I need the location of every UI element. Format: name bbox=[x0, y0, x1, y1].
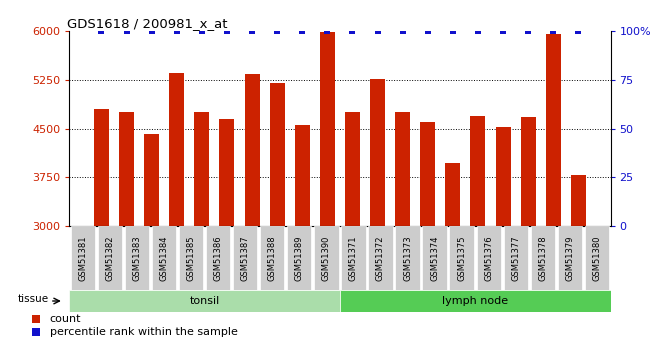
FancyBboxPatch shape bbox=[98, 226, 122, 290]
Bar bbox=[219, 119, 234, 226]
Text: GSM51372: GSM51372 bbox=[376, 235, 385, 280]
Bar bbox=[471, 116, 486, 226]
Text: GSM51383: GSM51383 bbox=[133, 235, 141, 281]
FancyBboxPatch shape bbox=[422, 226, 447, 290]
Bar bbox=[169, 73, 184, 226]
Text: GSM51390: GSM51390 bbox=[322, 235, 331, 280]
Bar bbox=[521, 117, 536, 226]
Text: GSM51377: GSM51377 bbox=[512, 235, 520, 281]
Text: GSM51379: GSM51379 bbox=[566, 235, 574, 280]
Bar bbox=[420, 122, 436, 226]
Text: tissue: tissue bbox=[17, 294, 48, 304]
Text: GSM51384: GSM51384 bbox=[160, 235, 168, 280]
FancyBboxPatch shape bbox=[71, 226, 95, 290]
Bar bbox=[144, 134, 159, 226]
FancyBboxPatch shape bbox=[179, 226, 203, 290]
Bar bbox=[370, 79, 385, 226]
Text: lymph node: lymph node bbox=[442, 296, 508, 306]
FancyBboxPatch shape bbox=[233, 226, 257, 290]
Text: percentile rank within the sample: percentile rank within the sample bbox=[50, 327, 238, 337]
FancyBboxPatch shape bbox=[152, 226, 176, 290]
Text: tonsil: tonsil bbox=[189, 296, 220, 306]
FancyBboxPatch shape bbox=[558, 226, 582, 290]
FancyBboxPatch shape bbox=[125, 226, 149, 290]
Text: GSM51380: GSM51380 bbox=[593, 235, 601, 280]
Text: GSM51374: GSM51374 bbox=[430, 235, 439, 280]
Text: GSM51381: GSM51381 bbox=[79, 235, 87, 280]
FancyBboxPatch shape bbox=[368, 226, 393, 290]
Bar bbox=[395, 112, 410, 226]
Text: GSM51388: GSM51388 bbox=[268, 235, 277, 281]
FancyBboxPatch shape bbox=[69, 290, 340, 312]
Bar bbox=[345, 112, 360, 226]
Bar bbox=[571, 175, 586, 226]
FancyBboxPatch shape bbox=[531, 226, 555, 290]
Bar bbox=[244, 74, 259, 226]
Text: GSM51387: GSM51387 bbox=[241, 235, 249, 281]
Text: GSM51378: GSM51378 bbox=[539, 235, 547, 281]
FancyBboxPatch shape bbox=[477, 226, 501, 290]
Bar bbox=[320, 32, 335, 226]
FancyBboxPatch shape bbox=[585, 226, 609, 290]
Bar bbox=[94, 109, 109, 226]
Text: GSM51376: GSM51376 bbox=[484, 235, 493, 281]
FancyBboxPatch shape bbox=[449, 226, 474, 290]
FancyBboxPatch shape bbox=[314, 226, 339, 290]
Text: GSM51389: GSM51389 bbox=[295, 235, 304, 280]
Bar bbox=[446, 163, 461, 226]
Text: GSM51375: GSM51375 bbox=[457, 235, 466, 280]
FancyBboxPatch shape bbox=[504, 226, 528, 290]
FancyBboxPatch shape bbox=[287, 226, 312, 290]
Text: GSM51386: GSM51386 bbox=[214, 235, 222, 281]
Text: GSM51385: GSM51385 bbox=[187, 235, 195, 280]
Text: GSM51371: GSM51371 bbox=[349, 235, 358, 280]
FancyBboxPatch shape bbox=[341, 226, 366, 290]
Bar bbox=[496, 127, 511, 226]
Text: count: count bbox=[50, 315, 81, 324]
FancyBboxPatch shape bbox=[395, 226, 420, 290]
Bar bbox=[270, 83, 284, 226]
FancyBboxPatch shape bbox=[206, 226, 230, 290]
FancyBboxPatch shape bbox=[340, 290, 610, 312]
Bar bbox=[295, 125, 310, 226]
Bar bbox=[119, 112, 134, 226]
FancyBboxPatch shape bbox=[260, 226, 284, 290]
Text: GSM51382: GSM51382 bbox=[106, 235, 114, 280]
Bar bbox=[546, 34, 561, 226]
Text: GSM51373: GSM51373 bbox=[403, 235, 412, 281]
Bar bbox=[194, 112, 209, 226]
Text: GDS1618 / 200981_x_at: GDS1618 / 200981_x_at bbox=[67, 17, 227, 30]
